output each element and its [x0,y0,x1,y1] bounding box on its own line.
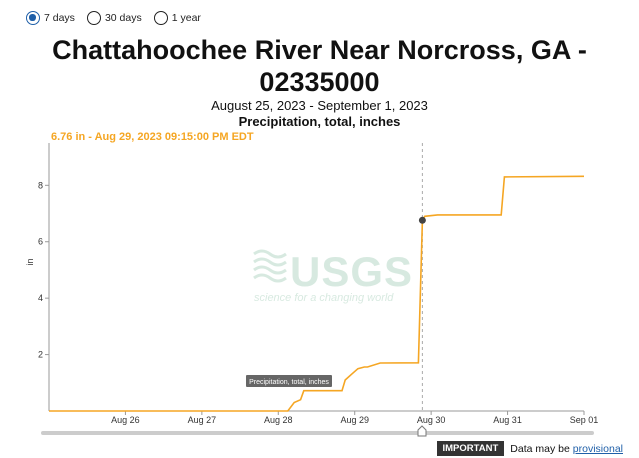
y-tick-label: 6 [38,237,43,247]
hover-point-marker [418,216,426,224]
usgs-watermark-text: USGS [290,248,413,295]
series-tooltip: Precipitation, total, inches [246,375,332,387]
y-tick-label: 8 [38,180,43,190]
range-label-7-days: 7 days [44,12,75,24]
range-label-1-year: 1 year [171,12,201,24]
footer-notice: IMPORTANT Data may be provisional [436,441,623,456]
y-axis: 2 4 6 8 in [25,143,50,411]
x-tick-label: Aug 31 [493,415,522,425]
x-tick-label: Aug 29 [340,415,369,425]
chart-subtitle: August 25, 2023 - September 1, 2023 [211,98,428,113]
y-tick-label: 4 [38,293,43,303]
time-range-selector: 7 days 30 days 1 year [26,11,213,25]
range-option-7-days[interactable]: 7 days [26,11,75,25]
important-badge: IMPORTANT [436,441,505,456]
x-axis: Aug 26 Aug 27 Aug 28 Aug 29 Aug 30 Aug 31 Sep … [49,410,599,425]
brush-handle[interactable] [417,425,427,437]
x-tick-label: Aug 27 [188,415,217,425]
chart-title: Chattahoochee River Near Norcross, GA - … [52,35,587,97]
y-tick-label: 2 [38,350,43,360]
x-tick-label: Aug 28 [264,415,293,425]
hover-readout: 6.76 in - Aug 29, 2023 09:15:00 PM EDT [51,131,254,143]
radio-button-1-year[interactable] [153,11,168,25]
radio-button-30-days[interactable] [86,11,101,25]
x-tick-label: Aug 26 [111,415,140,425]
range-option-30-days[interactable]: 30 days [86,11,142,25]
provisional-note: Data may be [510,442,570,455]
range-label-30-days: 30 days [104,12,142,24]
provisional-link[interactable]: provisional [572,442,623,455]
usgs-logo-icon [253,249,287,283]
parameter-name: Precipitation, total, inches [238,114,401,129]
tooltip-text: Precipitation, total, inches [249,379,329,386]
tooltip-box [246,375,332,387]
x-tick-label: Sep 01 [570,415,599,425]
radio-button-7-days[interactable] [26,11,40,25]
y-axis-label: in [25,258,35,265]
x-tick-label: Aug 30 [417,415,446,425]
range-option-1-year[interactable]: 1 year [153,11,201,25]
series-line-precipitation [49,175,585,412]
usgs-watermark-tagline: science for a changing world [254,292,394,304]
brush-slider[interactable] [41,425,594,437]
usgs-watermark: USGS science for a changing world [253,248,413,304]
